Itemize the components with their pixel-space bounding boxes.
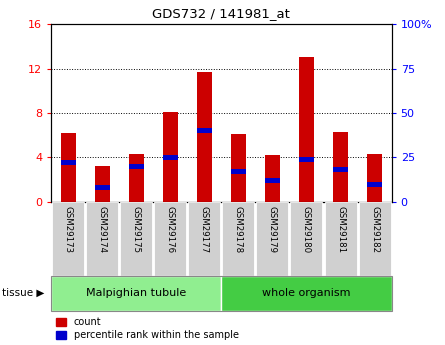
Bar xyxy=(95,166,110,202)
Bar xyxy=(61,133,76,202)
Bar xyxy=(299,157,314,162)
Bar xyxy=(163,155,178,160)
Bar xyxy=(222,202,255,276)
Bar xyxy=(333,167,348,172)
Bar xyxy=(51,276,222,310)
Bar xyxy=(367,181,382,187)
Bar xyxy=(291,202,323,276)
Text: Malpighian tubule: Malpighian tubule xyxy=(86,288,186,298)
Text: GSM29176: GSM29176 xyxy=(166,206,175,253)
Bar xyxy=(95,185,110,190)
Bar xyxy=(265,178,280,183)
Bar xyxy=(333,132,348,202)
Bar xyxy=(367,154,382,202)
Bar xyxy=(129,154,144,202)
Bar xyxy=(61,160,76,165)
Bar xyxy=(299,58,314,202)
Bar xyxy=(129,164,144,169)
Bar xyxy=(231,134,246,202)
Text: GSM29174: GSM29174 xyxy=(98,206,107,253)
Legend: count, percentile rank within the sample: count, percentile rank within the sample xyxy=(56,317,239,340)
Bar xyxy=(359,202,391,276)
Bar xyxy=(256,202,288,276)
Bar xyxy=(324,202,356,276)
Bar xyxy=(154,202,186,276)
Bar xyxy=(86,202,118,276)
Bar xyxy=(120,202,152,276)
Text: GSM29178: GSM29178 xyxy=(234,206,243,253)
Bar xyxy=(52,202,84,276)
Text: GSM29177: GSM29177 xyxy=(200,206,209,253)
Text: tissue ▶: tissue ▶ xyxy=(2,288,44,298)
Bar xyxy=(222,276,392,310)
Text: GSM29180: GSM29180 xyxy=(302,206,311,253)
Text: GSM29179: GSM29179 xyxy=(268,206,277,253)
Bar xyxy=(197,72,212,202)
Text: GSM29173: GSM29173 xyxy=(64,206,73,253)
Bar xyxy=(231,169,246,174)
Bar xyxy=(163,112,178,202)
Text: whole organism: whole organism xyxy=(262,288,351,298)
Text: GSM29182: GSM29182 xyxy=(370,206,379,253)
Text: GSM29175: GSM29175 xyxy=(132,206,141,253)
Bar xyxy=(188,202,220,276)
Text: GSM29181: GSM29181 xyxy=(336,206,345,253)
Bar xyxy=(265,155,280,202)
Bar xyxy=(197,128,212,133)
Title: GDS732 / 141981_at: GDS732 / 141981_at xyxy=(153,7,290,20)
